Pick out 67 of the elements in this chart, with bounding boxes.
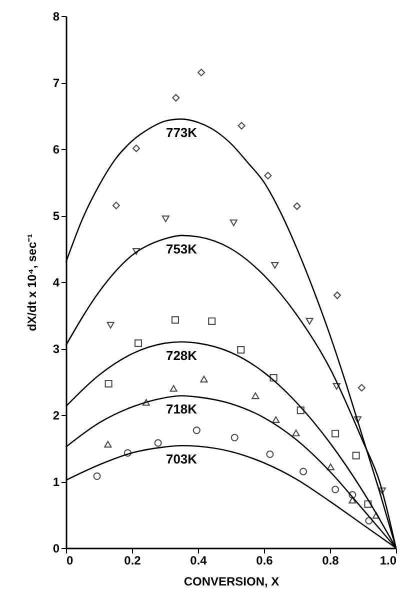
x-tick-label: 0.4 (190, 554, 208, 568)
series-label: 728K (166, 348, 198, 363)
x-tick-label: 0 (66, 554, 74, 568)
y-tick-label: 4 (52, 276, 60, 290)
y-tick-label: 0 (52, 542, 60, 556)
point (192, 426, 200, 434)
point (134, 339, 142, 347)
point (348, 491, 356, 499)
x-tick-label: 0.2 (124, 554, 142, 568)
point (237, 346, 245, 354)
point (296, 406, 304, 414)
point (142, 399, 150, 406)
x-axis-title: CONVERSION, X (184, 574, 280, 588)
point (293, 202, 301, 210)
point (106, 322, 114, 329)
point (348, 496, 356, 504)
point (352, 452, 360, 460)
point (292, 430, 300, 436)
point (132, 144, 140, 152)
point (271, 262, 279, 269)
point (104, 440, 112, 448)
point (299, 468, 308, 476)
point (354, 416, 362, 424)
point (365, 516, 373, 525)
point (332, 383, 340, 390)
point (264, 172, 272, 180)
point (104, 380, 112, 388)
point (208, 317, 216, 326)
point (270, 374, 278, 382)
x-tick-label: 0.6 (256, 554, 274, 568)
point (266, 450, 274, 458)
x-tick-label: 1.0 (380, 554, 397, 568)
y-axis-title: dX/dt x 10⁴, sec⁻¹ (24, 234, 39, 332)
series-label: 703K (166, 452, 198, 467)
y-tick-label: 6 (52, 142, 60, 156)
point (331, 486, 340, 494)
point (333, 292, 342, 300)
point (306, 318, 314, 325)
point (358, 384, 366, 392)
point (162, 215, 170, 222)
point (326, 464, 334, 470)
series-label: 773K (166, 125, 198, 140)
point (230, 219, 238, 226)
y-tick-label: 1 (52, 475, 60, 489)
point (154, 439, 162, 447)
point (272, 416, 280, 424)
y-tick-label: 3 (52, 342, 60, 356)
point (170, 385, 178, 392)
point (331, 430, 340, 438)
point (171, 316, 180, 324)
point (93, 472, 101, 480)
y-tick-label: 5 (52, 209, 60, 223)
x-tick-label: 0.8 (322, 554, 340, 568)
y-tick-label: 7 (52, 76, 60, 90)
point (200, 376, 208, 382)
point (238, 122, 246, 130)
point (252, 392, 260, 400)
y-tick-label: 8 (52, 10, 60, 24)
point (112, 202, 120, 210)
series-label: 753K (166, 241, 198, 256)
point (230, 434, 238, 442)
y-tick-label: 2 (52, 408, 60, 422)
point (124, 449, 132, 457)
series-label: 718K (166, 402, 198, 417)
point (364, 500, 372, 508)
point (172, 94, 180, 102)
point (198, 68, 206, 76)
